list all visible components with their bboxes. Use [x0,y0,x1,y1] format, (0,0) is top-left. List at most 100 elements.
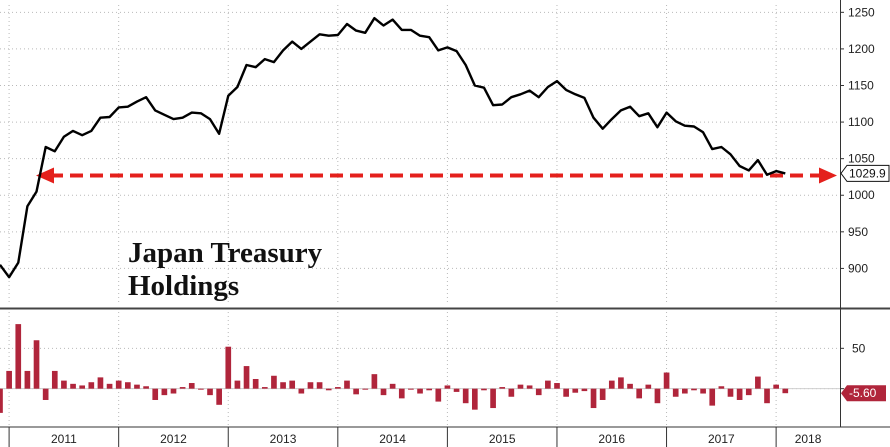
xtick-label-2015: 2015 [489,432,516,446]
bar-76 [691,388,697,391]
bar-85 [773,384,779,389]
bar-40 [362,388,369,390]
bar-29 [261,387,268,389]
bar-35 [316,382,323,389]
bar-83 [755,376,761,389]
bar-71 [645,384,652,389]
bar-63 [572,388,579,393]
bar-20 [179,387,186,389]
xtick-label-2017: 2017 [708,432,735,446]
bar-82 [745,388,752,396]
bar-47 [426,388,432,391]
bar-19 [170,388,177,394]
ytick-label-1200: 1200 [848,42,875,56]
bar-70 [636,388,643,399]
bar-43 [389,383,396,389]
bar-ytick-label-50: 50 [852,341,866,355]
bar-5 [42,388,49,400]
xtick-label-2013: 2013 [270,432,297,446]
bar-0 [0,388,3,413]
bar-67 [608,380,615,389]
bar-23 [207,388,213,396]
bar-64 [581,388,588,392]
bar-last-value-tag [841,385,886,402]
bar-14 [125,382,131,389]
bar-74 [672,388,679,397]
bar-25 [225,346,232,389]
bar-10 [88,382,95,389]
bar-58 [526,385,533,389]
bar-65 [590,388,597,409]
bar-7 [61,380,67,389]
bar-last-value-label: -5.60 [849,386,877,400]
bar-57 [517,384,524,389]
bar-9 [79,385,86,389]
bar-73 [663,372,670,389]
bar-27 [243,366,250,389]
ytick-label-900: 900 [848,261,868,275]
chart-title-line-1: Japan Treasury [128,237,323,269]
bar-3 [24,370,31,389]
bar-49 [444,385,451,389]
bar-6 [51,370,58,389]
bar-34 [307,382,314,389]
bar-51 [462,388,469,404]
xtick-label-2018: 2018 [795,432,822,446]
ytick-label-1000: 1000 [848,188,875,202]
bar-86 [782,388,789,394]
bar-33 [298,388,305,394]
bar-26 [234,380,241,389]
xtick-label-2011: 2011 [51,432,77,446]
bar-38 [344,380,350,389]
line-series [0,17,786,279]
bar-15 [134,384,140,389]
ytick-label-1100: 1100 [848,115,874,129]
bar-50 [453,388,460,392]
bar-18 [161,388,168,396]
arrowhead-right [819,167,837,184]
reference-arrow [36,167,837,184]
bar-54 [490,388,496,409]
xtick-label-2014: 2014 [379,432,406,446]
bar-46 [417,388,423,394]
bar-11 [97,377,104,389]
bar-1 [6,370,12,389]
bar-16 [143,386,149,389]
bar-69 [627,383,633,389]
bar-13 [115,380,122,389]
xtick-label-2016: 2016 [598,432,625,446]
bar-78 [709,388,716,406]
bar-28 [252,378,259,389]
bar-55 [499,387,506,389]
bar-8 [70,383,76,389]
bar-22 [198,388,204,390]
bar-66 [599,388,606,400]
bar-60 [545,380,551,389]
bar-2 [15,324,22,389]
ytick-label-1250: 1250 [848,5,875,19]
bar-45 [408,388,414,390]
bar-52 [471,388,478,410]
ytick-label-950: 950 [848,225,868,239]
bar-39 [353,388,359,395]
bar-4 [33,340,40,389]
bar-68 [618,377,624,389]
bar-36 [325,388,332,391]
bar-80 [727,388,734,397]
bar-44 [398,388,405,399]
bar-17 [152,388,159,400]
bar-79 [718,386,725,389]
chart-title-line-2: Holdings [128,270,239,302]
bar-30 [271,375,277,389]
ytick-label-1050: 1050 [848,152,875,166]
bar-84 [764,388,770,404]
bar-56 [508,388,515,397]
value-tags: 1029.9 -5.60 [840,164,890,402]
bar-48 [435,388,442,402]
bar-series [0,324,840,413]
ytick-label-1150: 1150 [848,78,874,92]
bar-81 [736,388,743,400]
xtick-label-2012: 2012 [160,432,187,446]
bar-61 [554,383,560,389]
